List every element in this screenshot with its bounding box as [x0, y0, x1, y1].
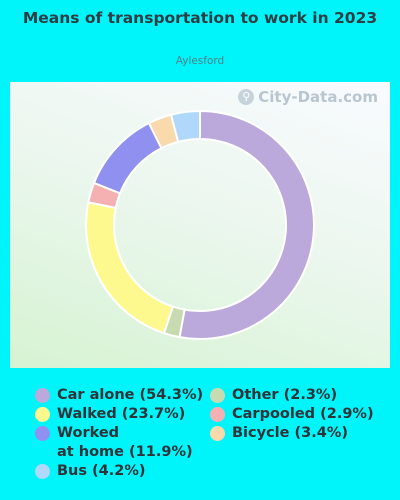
legend-swatch: [35, 464, 50, 479]
legend-item-other: Other (2.3%): [210, 386, 337, 405]
plot-area: ⚲ City-Data.com: [10, 82, 390, 368]
slice-bus: [169, 109, 201, 144]
watermark-text: City-Data.com: [258, 88, 378, 106]
legend-item-bus: Bus (4.2%): [35, 462, 146, 481]
chart-subtitle: Aylesford: [175, 55, 225, 67]
legend-swatch: [210, 407, 225, 422]
legend-label: Walked (23.7%): [57, 406, 186, 422]
legend-label: Other (2.3%): [232, 387, 338, 403]
slice-walked: [85, 201, 175, 335]
legend-swatch: [210, 426, 225, 441]
slice-car-alone: [178, 109, 315, 340]
legend-item-carpooled: Carpooled (2.9%): [210, 405, 374, 424]
slice-worked-at-home: [92, 121, 163, 195]
legend-label: Carpooled (2.9%): [232, 406, 374, 422]
legend-item-bicycle: Bicycle (3.4%): [210, 424, 348, 443]
donut-chart: [85, 109, 315, 340]
legend-item-walked: Walked (23.7%): [35, 405, 185, 424]
legend-swatch: [210, 388, 225, 403]
legend-item-car-alone: Car alone (54.3%): [35, 386, 203, 405]
legend-label: Bicycle (3.4%): [232, 425, 348, 441]
legend-item-worked-at-home: Worked at home (11.9%): [35, 424, 193, 462]
legend-swatch: [35, 426, 50, 441]
magnifier-icon: ⚲: [238, 89, 255, 105]
legend-label: Bus (4.2%): [57, 463, 146, 479]
legend-swatch: [35, 407, 50, 422]
legend-label: Worked at home (11.9%): [57, 425, 193, 460]
legend-label: Car alone (54.3%): [57, 387, 204, 403]
chart-title: Means of transportation to work in 2023: [22, 9, 378, 27]
watermark: ⚲ City-Data.com: [238, 88, 378, 106]
legend-swatch: [35, 388, 50, 403]
